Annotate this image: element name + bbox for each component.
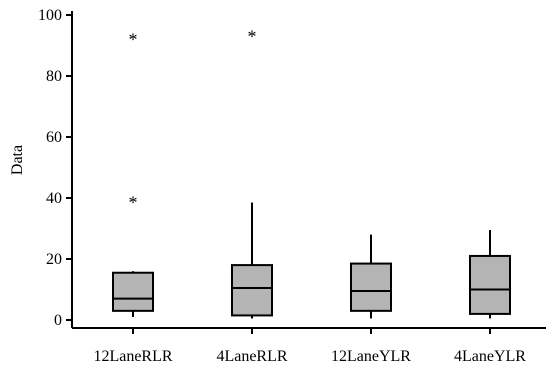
boxes: ** *: [112, 26, 511, 319]
y-axis: 0 20 40 60 80 100: [38, 7, 73, 329]
x-tick-label: 12LaneYLR: [331, 348, 411, 365]
y-tick-label: 20: [46, 251, 62, 268]
x-tick-label: 12LaneRLR: [93, 348, 172, 365]
x-tick-label: 4LaneYLR: [454, 348, 526, 365]
box-4LaneRLR: *: [231, 26, 273, 319]
y-tick-label: 80: [46, 68, 62, 85]
box-4LaneYLR: [469, 230, 511, 319]
outlier-point: *: [129, 29, 138, 49]
y-axis-title: Data: [9, 145, 26, 175]
outlier-point: *: [129, 193, 138, 213]
x-axis: 12LaneRLR 4LaneRLR 12LaneYLR 4LaneYLR: [72, 327, 546, 365]
outlier-point: *: [248, 26, 257, 46]
y-tick-label: 0: [54, 312, 62, 329]
y-tick-label: 60: [46, 129, 62, 146]
x-tick-label: 4LaneRLR: [216, 348, 287, 365]
box-12LaneYLR: [350, 234, 392, 319]
y-tick-label: 40: [46, 190, 62, 207]
box-12LaneRLR: **: [112, 29, 154, 317]
iqr-box: [350, 262, 392, 312]
y-tick-label: 100: [38, 7, 62, 24]
iqr-box: [469, 254, 511, 315]
iqr-box: [231, 264, 273, 317]
iqr-box: [112, 271, 154, 312]
